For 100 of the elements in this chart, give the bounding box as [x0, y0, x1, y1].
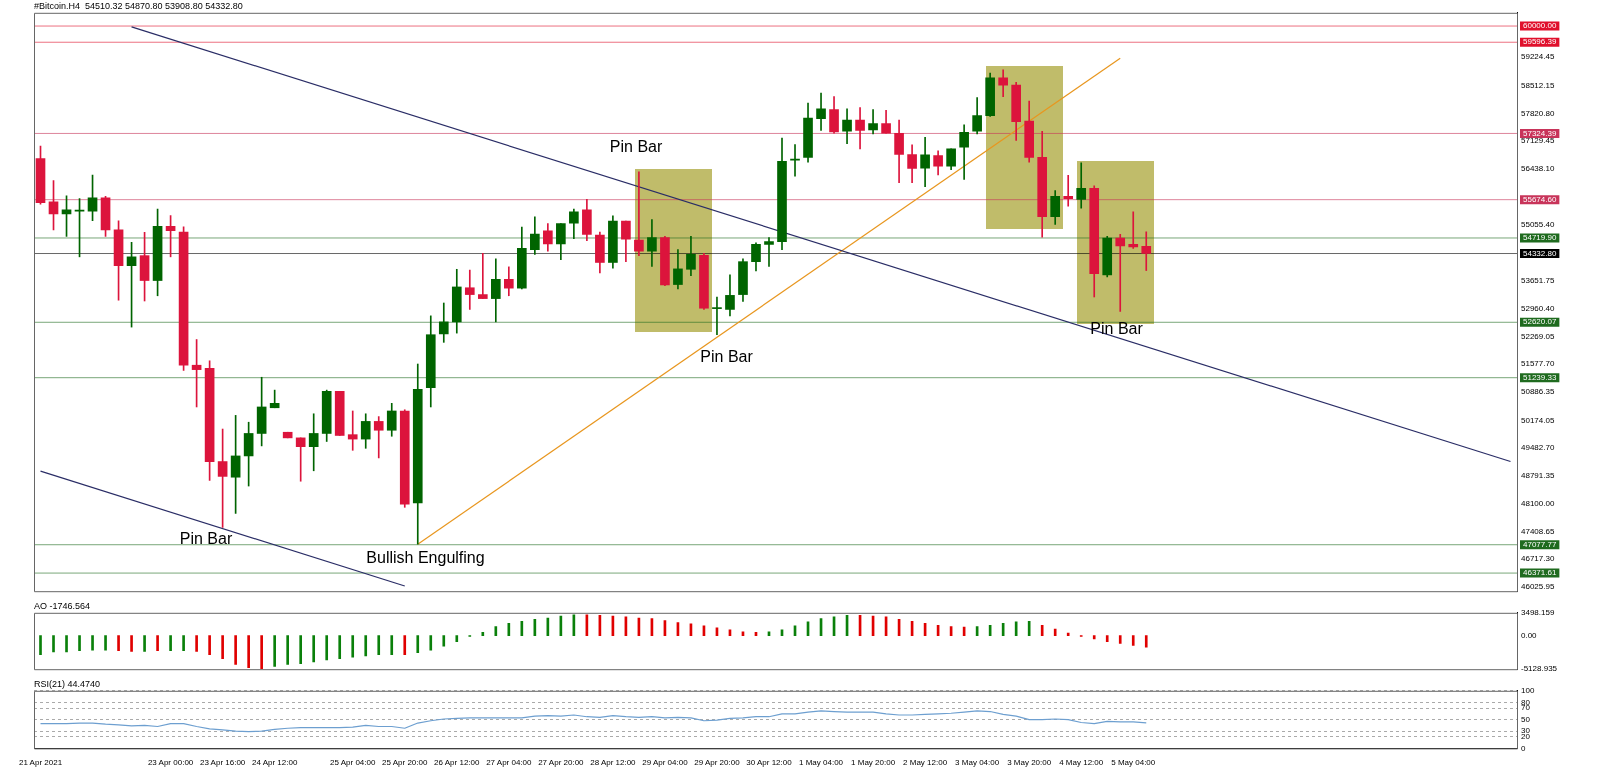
candlestick: [1063, 175, 1074, 207]
candlestick: [477, 252, 488, 299]
bar: [65, 635, 68, 653]
bar: [130, 635, 133, 652]
bar: [39, 635, 42, 655]
bar: [520, 620, 524, 636]
y-tick-label: 57820.80: [1521, 108, 1555, 118]
x-tick-label: 29 Apr 20:00: [694, 758, 741, 768]
x-tick-label: 3 May 04:00: [955, 758, 1000, 768]
x-tick-label: 2 May 12:00: [903, 758, 948, 768]
ref-line-label: 46371.61: [1523, 568, 1557, 578]
y-tick-label: 59224.45: [1521, 52, 1555, 62]
chart-title: AO -1746.564: [34, 600, 91, 611]
y-tick-label: 50886.35: [1521, 387, 1555, 397]
y-tick-label: 56438.10: [1521, 164, 1555, 174]
y-tick-label: -5128.935: [1521, 664, 1558, 674]
y-tick-label: 48100.00: [1521, 498, 1555, 508]
x-tick-label: 30 Apr 12:00: [746, 758, 793, 768]
bar: [507, 622, 511, 636]
y-tick-label: 57129.45: [1521, 136, 1555, 146]
bar: [1066, 632, 1070, 636]
candlestick: [1115, 234, 1126, 312]
y-tick-label: 48791.35: [1521, 471, 1555, 481]
x-tick-label: 28 Apr 12:00: [590, 758, 637, 768]
ref-line-label: 55674.60: [1523, 194, 1557, 204]
chart-title: RSI(21) 44.4740: [34, 678, 101, 689]
candlestick: [1141, 231, 1152, 271]
bar: [312, 635, 316, 663]
bar: [273, 635, 276, 667]
candlestick: [712, 296, 722, 336]
ref-line-label: 60000.00: [1523, 21, 1557, 31]
bar: [325, 635, 329, 661]
x-tick-label: 23 Apr 00:00: [147, 758, 194, 768]
bar: [1131, 635, 1135, 646]
x-tick-label: 23 Apr 16:00: [199, 758, 246, 768]
bar: [442, 635, 446, 647]
bar: [455, 635, 459, 642]
x-tick-label: 1 May 20:00: [851, 758, 896, 768]
x-tick-label: 24 Apr 12:00: [251, 758, 298, 768]
annotation: Bullish Engulfing: [366, 549, 485, 567]
y-tick-label: 58512.15: [1521, 80, 1555, 90]
chart-title: #Bitcoin.H4 54510.32 54870.80 53908.80 54332.80: [34, 0, 243, 11]
bar: [1118, 635, 1122, 644]
x-tick-label: 1 May 04:00: [799, 758, 844, 768]
ref-line-label: 54332.80: [1523, 248, 1557, 258]
y-tick-label: 50: [1521, 714, 1531, 724]
y-tick-label: 100: [1521, 686, 1535, 695]
bar: [429, 635, 433, 651]
y-tick-label: 3498.159: [1521, 608, 1555, 617]
candlestick: [347, 410, 358, 451]
bar: [221, 635, 224, 659]
bar: [260, 635, 263, 670]
ref-line-label: 54719.90: [1523, 233, 1557, 243]
x-tick-label: 25 Apr 04:00: [330, 758, 376, 768]
bar: [1053, 628, 1057, 636]
y-tick-label: 47408.65: [1521, 526, 1555, 536]
y-tick-label: 53651.75: [1521, 276, 1555, 286]
bar: [338, 635, 342, 659]
annotation: Pin Bar: [700, 347, 754, 365]
x-tick-label: 26 Apr 12:00: [434, 758, 481, 768]
bar: [351, 635, 355, 658]
x-tick-label: 4 May 12:00: [1059, 758, 1104, 768]
y-tick-label: 52960.40: [1521, 303, 1555, 313]
candlestick: [1128, 211, 1139, 249]
bar: [182, 635, 185, 652]
bar: [1027, 620, 1031, 636]
y-tick-label: 55055.40: [1521, 219, 1555, 229]
bar: [1144, 635, 1148, 648]
bar: [364, 635, 368, 657]
bar: [1092, 635, 1096, 640]
x-tick-label: 27 Apr 04:00: [486, 758, 533, 768]
candlestick: [464, 269, 475, 310]
candlestick: [764, 237, 774, 267]
candlestick: [308, 413, 319, 472]
bar: [247, 635, 250, 669]
bar: [78, 635, 81, 652]
x-tick-label: 3 May 20:00: [1007, 758, 1052, 768]
y-tick-label: 0.00: [1521, 630, 1538, 640]
bar: [416, 635, 420, 653]
bar: [208, 635, 211, 655]
x-tick-label: 29 Apr 04:00: [642, 758, 689, 768]
x-tick-label: 27 Apr 20:00: [538, 758, 585, 768]
bar: [156, 635, 159, 652]
bar: [195, 635, 198, 652]
x-tick-label: 25 Apr 20:00: [382, 758, 428, 768]
bar: [299, 635, 303, 665]
bar: [481, 632, 485, 636]
bar: [234, 635, 237, 665]
x-tick-label: 5 May 04:00: [1111, 758, 1156, 768]
annotation: Pin Bar: [179, 529, 233, 547]
bar: [403, 635, 407, 655]
annotation: Pin Bar: [609, 137, 663, 155]
y-tick-label: 51577.70: [1521, 359, 1555, 369]
candlestick: [295, 437, 306, 482]
bar: [494, 626, 498, 636]
ref-line-label: 52620.07: [1523, 317, 1557, 327]
y-tick-label: 50174.05: [1521, 415, 1555, 425]
y-tick-label: 52269.05: [1521, 331, 1555, 341]
bar: [52, 635, 55, 653]
y-tick-label: 20: [1521, 732, 1531, 742]
